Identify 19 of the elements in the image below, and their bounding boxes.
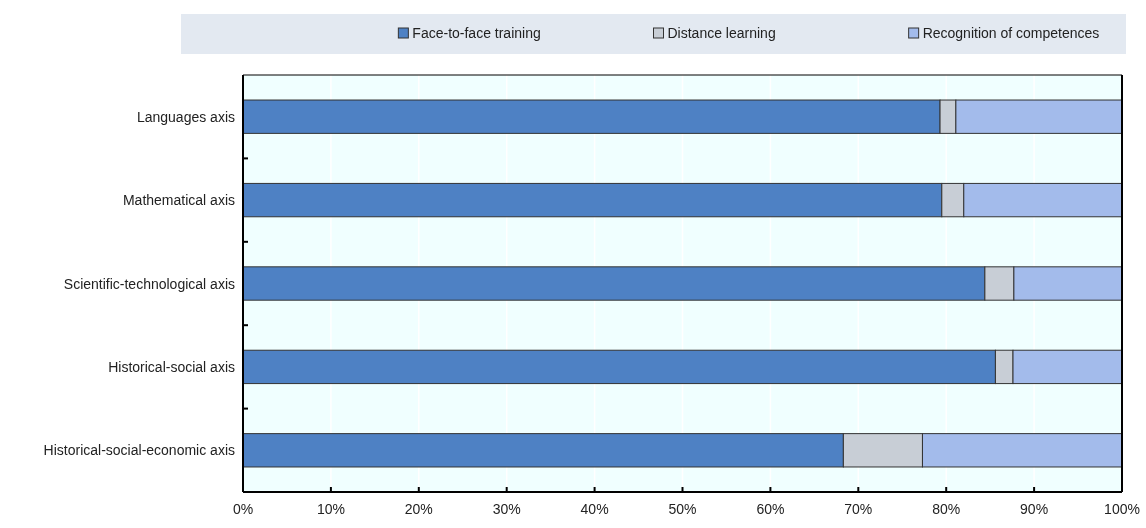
- y-tick-label: Languages axis: [136, 108, 235, 125]
- y-tick-label: Historical-social-economic axis: [43, 442, 235, 459]
- y-tick-label: Mathematical axis: [122, 192, 235, 209]
- legend-label: Distance learning: [667, 25, 776, 41]
- x-tick-label: 10%: [316, 501, 345, 517]
- x-tick-label: 60%: [756, 501, 785, 517]
- y-tick-label: Historical-social axis: [108, 358, 235, 375]
- x-tick-label: 100%: [1104, 501, 1140, 517]
- x-tick-label: 40%: [580, 501, 609, 517]
- x-tick-label: 20%: [404, 501, 433, 517]
- y-tick-label: Scientific-technological axis: [63, 275, 235, 292]
- x-tick-label: 0%: [232, 501, 254, 517]
- x-tick-label: 80%: [932, 501, 961, 517]
- x-tick-label: 50%: [668, 501, 697, 517]
- x-tick-label: 90%: [1020, 501, 1049, 517]
- x-tick-label: 30%: [492, 501, 521, 517]
- legend-label: Recognition of competences: [922, 25, 1100, 41]
- legend-label: Face-to-face training: [412, 25, 541, 41]
- x-tick-label: 70%: [844, 501, 873, 517]
